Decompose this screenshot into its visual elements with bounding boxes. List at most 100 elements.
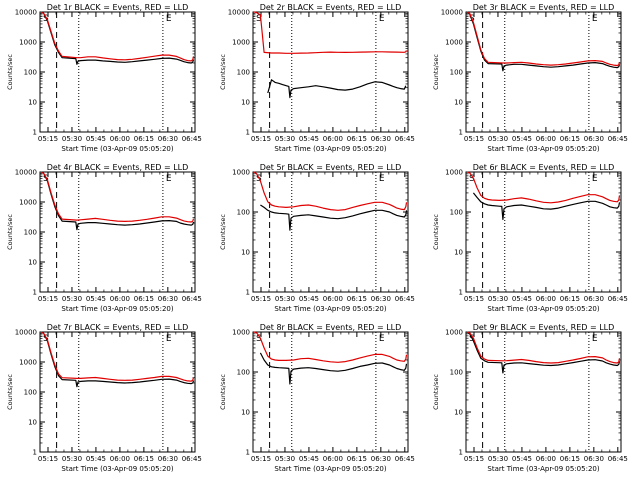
x-tick-label: 05:15 — [38, 455, 58, 463]
x-tick-label: 05:45 — [512, 135, 532, 143]
series-line-red — [253, 331, 408, 363]
x-tick-label: 06:30 — [158, 455, 178, 463]
series-line-black — [40, 331, 195, 388]
x-axis-label: Start Time (03-Apr-09 05:05:20) — [487, 465, 599, 473]
y-tick-label: 10 — [241, 409, 250, 417]
x-tick-label: 06:00 — [536, 455, 556, 463]
series-line-red — [40, 171, 195, 223]
x-tick-label: 05:15 — [251, 295, 271, 303]
x-axis-label: Start Time (03-Apr-09 05:05:20) — [487, 305, 599, 313]
chart-panel-4: Det 4r BLACK = Events, RED = LLD Counts/s… — [6, 163, 202, 313]
chart-panel-6: Det 6r BLACK = Events, RED = LLD Counts/s… — [432, 163, 628, 313]
y-axis-label: Counts/sec — [432, 214, 440, 250]
y-tick-label: 10000 — [441, 9, 463, 17]
x-tick-label: 06:45 — [182, 295, 202, 303]
chart-title: Det 8r BLACK = Events, RED = LLD — [260, 323, 402, 332]
x-tick-label: 05:30 — [62, 135, 82, 143]
plot-frame — [252, 331, 409, 453]
series-line-red — [40, 331, 195, 382]
x-tick-label: 05:30 — [62, 455, 82, 463]
y-axis-label: Counts/sec — [6, 374, 14, 410]
plot-frame — [465, 331, 622, 453]
start-marker: S — [469, 174, 475, 184]
y-axis-label: Counts/sec — [432, 374, 440, 410]
y-tick-label: 1000 — [232, 39, 250, 47]
y-tick-label: 100 — [24, 69, 37, 77]
x-tick-label: 06:00 — [110, 135, 130, 143]
y-tick-label: 1000 — [445, 39, 463, 47]
x-tick-label: 06:00 — [536, 295, 556, 303]
chart-panel-3: Det 3r BLACK = Events, RED = LLD Counts/s… — [432, 3, 628, 153]
chart-panel-5: Det 5r BLACK = Events, RED = LLD Counts/s… — [219, 163, 415, 313]
plot-frame — [465, 11, 622, 133]
y-tick-label: 10000 — [15, 9, 37, 17]
chart-title: Det 1r BLACK = Events, RED = LLD — [47, 3, 189, 12]
y-tick-label: 10 — [454, 99, 463, 107]
y-tick-label: 100 — [450, 369, 463, 377]
x-tick-label: 06:15 — [134, 295, 154, 303]
series-line-red — [466, 11, 621, 67]
y-tick-label: 100 — [237, 209, 250, 217]
series-line-black — [466, 331, 621, 374]
x-tick-label: 06:15 — [134, 135, 154, 143]
x-tick-label: 05:45 — [299, 295, 319, 303]
x-tick-label: 06:30 — [584, 135, 604, 143]
chart-title: Det 2r BLACK = Events, RED = LLD — [260, 3, 402, 12]
y-tick-label: 10 — [28, 99, 37, 107]
x-tick-label: 06:30 — [584, 455, 604, 463]
x-tick-label: 06:45 — [395, 135, 415, 143]
chart-panel-2: Det 2r BLACK = Events, RED = LLD Counts/s… — [219, 3, 415, 153]
chart-panel-1: Det 1r BLACK = Events, RED = LLD Counts/s… — [6, 3, 202, 153]
x-tick-label: 05:15 — [464, 135, 484, 143]
x-tick-label: 05:30 — [488, 455, 508, 463]
x-tick-label: 06:45 — [182, 135, 202, 143]
start-marker: S — [256, 14, 262, 24]
x-tick-label: 06:15 — [134, 455, 154, 463]
x-tick-label: 06:30 — [584, 295, 604, 303]
plot-frame — [252, 11, 409, 133]
y-tick-label: 10000 — [228, 9, 250, 17]
x-tick-label: 05:30 — [275, 295, 295, 303]
x-tick-label: 06:30 — [371, 455, 391, 463]
x-tick-label: 05:30 — [488, 295, 508, 303]
y-tick-label: 10000 — [15, 329, 37, 337]
end-marker: E — [166, 174, 172, 184]
y-tick-label: 100 — [24, 229, 37, 237]
x-tick-label: 06:00 — [110, 455, 130, 463]
x-tick-label: 06:15 — [560, 135, 580, 143]
x-tick-label: 06:00 — [536, 135, 556, 143]
x-tick-label: 06:45 — [395, 295, 415, 303]
x-axis-label: Start Time (03-Apr-09 05:05:20) — [274, 305, 386, 313]
series-line-black — [40, 11, 195, 65]
y-tick-label: 100 — [237, 69, 250, 77]
x-tick-label: 05:45 — [299, 135, 319, 143]
y-tick-label: 1 — [33, 129, 37, 137]
y-tick-label: 1000 — [232, 169, 250, 177]
chart-panel-9: Det 9r BLACK = Events, RED = LLD Counts/s… — [432, 323, 628, 473]
x-tick-label: 06:30 — [371, 135, 391, 143]
x-axis-label: Start Time (03-Apr-09 05:05:20) — [487, 145, 599, 153]
y-tick-label: 1 — [459, 129, 463, 137]
y-axis-label: Counts/sec — [219, 374, 227, 410]
start-marker: S — [256, 334, 262, 344]
end-marker: E — [166, 14, 172, 24]
x-tick-label: 05:45 — [86, 295, 106, 303]
y-axis-label: Counts/sec — [219, 214, 227, 250]
y-tick-label: 1 — [246, 449, 250, 457]
x-tick-label: 05:45 — [512, 455, 532, 463]
x-tick-label: 06:30 — [371, 295, 391, 303]
chart-panel-7: Det 7r BLACK = Events, RED = LLD Counts/s… — [6, 323, 202, 473]
end-marker: E — [379, 174, 385, 184]
x-tick-label: 05:15 — [251, 135, 271, 143]
series-line-black — [267, 79, 407, 99]
end-marker: E — [592, 14, 598, 24]
series-line-red — [40, 11, 195, 62]
series-line-black — [260, 204, 408, 231]
chart-panel-8: Det 8r BLACK = Events, RED = LLD Counts/s… — [219, 323, 415, 473]
y-tick-label: 1 — [33, 289, 37, 297]
chart-title: Det 5r BLACK = Events, RED = LLD — [260, 163, 402, 172]
y-tick-label: 10 — [241, 249, 250, 257]
y-tick-label: 1000 — [19, 39, 37, 47]
x-tick-label: 06:15 — [347, 455, 367, 463]
